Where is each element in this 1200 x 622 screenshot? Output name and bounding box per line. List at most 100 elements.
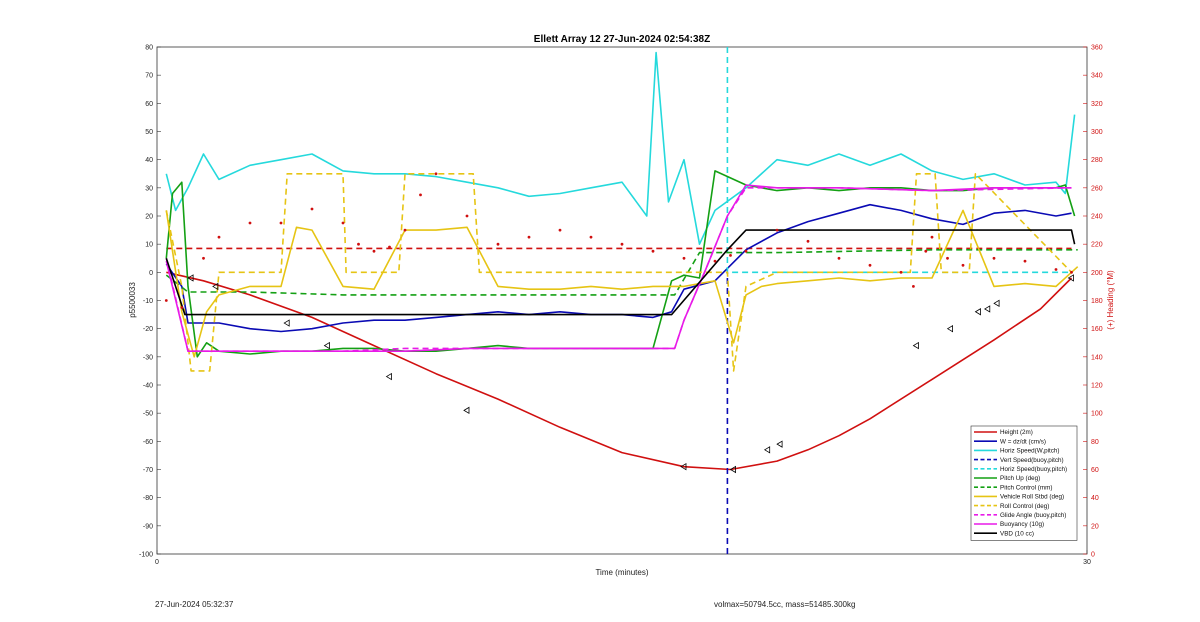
- y2-tick-label: 40: [1091, 495, 1099, 502]
- heading-point: [164, 299, 168, 302]
- y-tick-label: -80: [143, 495, 153, 502]
- heading-point: [961, 263, 965, 267]
- heading-point: [775, 228, 779, 232]
- y2-tick-label: 20: [1091, 523, 1099, 530]
- marker-point: [946, 324, 953, 333]
- y2-tick-label: 260: [1091, 185, 1103, 192]
- heading-point: [357, 242, 360, 246]
- legend-entry: VBD (10 cc): [1000, 530, 1034, 537]
- x-tick-label: 0: [155, 559, 159, 566]
- heading-point: [589, 235, 593, 239]
- y-tick-label: -70: [143, 467, 153, 474]
- heading-point: [806, 239, 810, 243]
- legend-box: [970, 425, 1078, 541]
- heading-point: [930, 235, 934, 239]
- legend-entry: Horiz Speed(W,pitch): [1000, 448, 1060, 455]
- y2-tick-label: 0: [1091, 552, 1095, 559]
- heading-point: [1054, 268, 1058, 271]
- y-tick-label: -90: [143, 523, 153, 530]
- y2-tick-label: 160: [1091, 326, 1103, 333]
- y-tick-label: 0: [149, 270, 153, 277]
- heading-point: [419, 193, 422, 197]
- heading-point: [682, 256, 686, 260]
- y2-tick-label: 240: [1091, 214, 1103, 221]
- y2-tick-label: 100: [1091, 411, 1103, 418]
- y-tick-label: 40: [145, 157, 153, 164]
- heading-point: [1023, 259, 1027, 263]
- y2-axis-label: (+) Heading (°M): [1106, 270, 1115, 330]
- series-line-10: [165, 184, 1072, 353]
- heading-point: [992, 256, 996, 260]
- legend-entry: Glide Angle (buoy,pitch): [1000, 512, 1066, 519]
- heading-point: [946, 256, 949, 260]
- heading-point: [202, 256, 205, 260]
- y2-tick-label: 120: [1091, 383, 1103, 390]
- marker-point: [323, 341, 330, 350]
- series-line-7: [165, 209, 1079, 358]
- heading-point: [620, 242, 624, 246]
- left-axis-ticks: 80 70 60 50 40 30 20 10 0 -10 -20 -30 -40 -50 -60 -70 -8…: [139, 45, 161, 559]
- heading-point: [899, 270, 903, 274]
- y2-tick-label: 60: [1091, 467, 1099, 474]
- marker-point: [729, 465, 736, 474]
- heading-point: [729, 254, 732, 257]
- marker-point: [1067, 274, 1074, 282]
- legend-entry: W = dz/dt (cm/s): [1000, 438, 1046, 445]
- marker-point: [463, 406, 470, 415]
- y2-tick-label: 180: [1091, 298, 1103, 305]
- heading-point: [465, 214, 469, 218]
- y-axis-label: p5500033: [128, 282, 137, 318]
- marker-point: [385, 372, 392, 381]
- legend-entry: Pitch Up (deg): [1000, 475, 1040, 482]
- heading-point: [496, 242, 500, 246]
- heading-point: [713, 259, 717, 263]
- legend: Height (2m) W = dz/dt (cm/s) Horiz Speed(W…: [970, 425, 1078, 541]
- y-tick-label: 80: [145, 45, 153, 52]
- series-line-2: [165, 51, 1076, 245]
- marker-point: [912, 341, 919, 350]
- y-tick-label: 20: [145, 214, 153, 221]
- x-axis-label: Time (minutes): [595, 568, 648, 577]
- heading-point: [651, 249, 655, 253]
- y-tick-label: -50: [143, 411, 153, 418]
- heading-point: [527, 235, 531, 239]
- y2-tick-label: 280: [1091, 157, 1103, 164]
- y2-tick-label: 340: [1091, 73, 1103, 80]
- right-axis-ticks: 3603403203002802602402202001801601401201…: [1083, 45, 1103, 559]
- marker-point: [187, 274, 194, 282]
- y-tick-label: -100: [139, 552, 153, 559]
- y2-tick-label: 360: [1091, 45, 1103, 52]
- heading-point: [912, 285, 915, 288]
- heading-point: [837, 256, 841, 260]
- legend-entry: Vert Speed(buoy,pitch): [1000, 457, 1064, 464]
- heading-point: [1070, 270, 1073, 274]
- legend-entry: Roll Control (deg): [1000, 503, 1049, 510]
- series-line-9: [165, 187, 1072, 353]
- marker-point: [680, 462, 687, 471]
- plot-area: [156, 46, 1088, 555]
- heading-point: [924, 249, 928, 253]
- y2-tick-label: 200: [1091, 270, 1103, 277]
- y-tick-label: 70: [145, 73, 153, 80]
- series-line-6: [165, 249, 1078, 296]
- footer-mass-info: volmax=50794.5cc, mass=51485.300kg: [714, 600, 856, 609]
- footer-timestamp: 27-Jun-2024 05:32:37: [155, 600, 234, 609]
- marker-point: [993, 299, 1000, 308]
- x-tick-label: 30: [1083, 559, 1091, 566]
- heading-point: [248, 221, 252, 225]
- chart-title: Ellett Array 12 27-Jun-2024 02:54:38Z: [534, 34, 710, 45]
- legend-entry: Horiz Speed(buoy,pitch): [1000, 466, 1067, 473]
- heading-point: [341, 221, 345, 225]
- y-tick-label: -20: [143, 326, 153, 333]
- legend-entry: Vehicle Roll Stbd (deg): [1000, 494, 1064, 501]
- y-tick-label: 10: [145, 242, 153, 249]
- series-line-8: [165, 173, 1073, 372]
- heading-point: [279, 221, 283, 225]
- y2-tick-label: 80: [1091, 439, 1099, 446]
- marker-point: [212, 282, 219, 291]
- heading-point: [558, 228, 562, 232]
- y2-tick-label: 220: [1091, 242, 1103, 249]
- series-line-0: [166, 271, 1073, 471]
- heading-point: [388, 245, 391, 249]
- heading-point: [217, 235, 221, 239]
